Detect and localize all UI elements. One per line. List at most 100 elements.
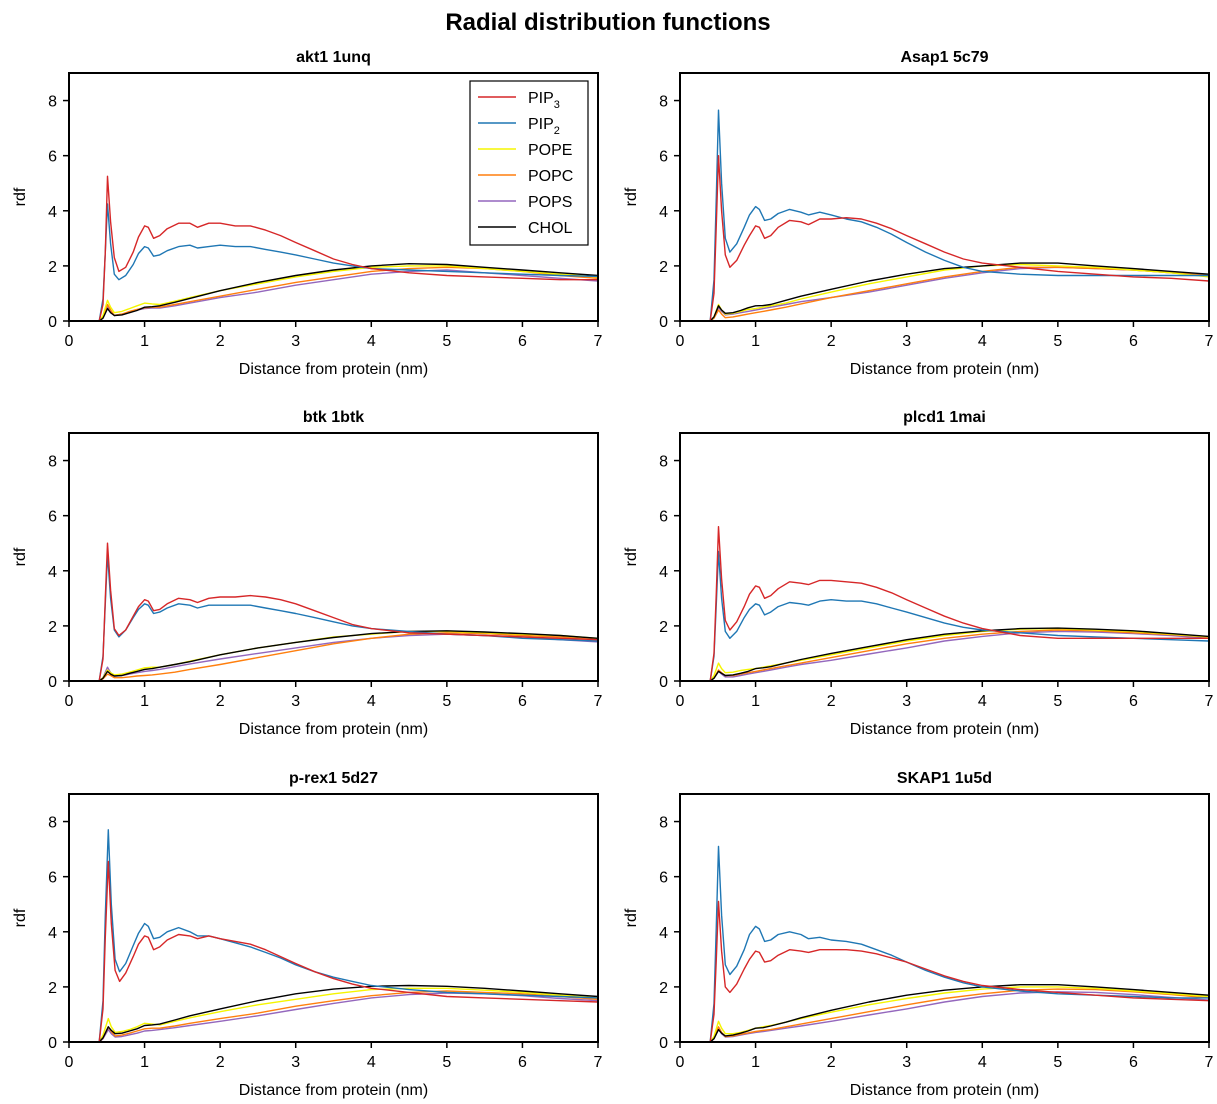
x-tick-label: 6 <box>518 693 527 710</box>
panel-title: akt1 1unq <box>296 49 371 66</box>
x-tick-label: 3 <box>291 333 300 350</box>
y-tick-label: 8 <box>659 454 668 471</box>
y-tick-label: 4 <box>659 925 668 942</box>
x-tick-label: 7 <box>594 333 603 350</box>
x-tick-label: 5 <box>1053 1054 1062 1071</box>
x-tick-label: 2 <box>827 693 836 710</box>
y-tick-label: 8 <box>659 94 668 111</box>
series-line-pip3 <box>98 860 598 1042</box>
x-tick-label: 0 <box>676 693 685 710</box>
x-tick-label: 4 <box>367 333 376 350</box>
panel-plcd1-1mai: plcd1 1mai 0 1 2 3 4 5 6 7 0 2 4 6 8 Distance from pro… <box>623 409 1214 738</box>
x-tick-label: 6 <box>1129 1054 1138 1071</box>
series-line-pip3 <box>98 542 598 681</box>
panels: akt1 1unq 0 1 2 3 4 5 6 7 0 2 4 6 8 Distance from prot… <box>12 49 1214 1099</box>
series-line-pip2 <box>98 553 598 681</box>
x-tick-label: 1 <box>140 333 149 350</box>
x-tick-label: 2 <box>216 333 225 350</box>
legend-label: PIP3 <box>528 90 560 111</box>
x-tick-label: 6 <box>518 1054 527 1071</box>
y-axis-label: rdf <box>12 908 29 927</box>
x-axis-label: Distance from protein (nm) <box>850 1082 1039 1099</box>
x-tick-label: 4 <box>367 1054 376 1071</box>
y-tick-label: 0 <box>659 674 668 691</box>
x-tick-label: 7 <box>594 1054 603 1071</box>
y-tick-label: 8 <box>48 815 57 832</box>
legend-label: POPS <box>528 194 572 211</box>
y-tick-label: 8 <box>48 454 57 471</box>
panel-skap1-1u5d: SKAP1 1u5d 0 1 2 3 4 5 6 7 0 2 4 6 8 Distance from pro… <box>623 770 1214 1099</box>
panel-btk-1btk: btk 1btk 0 1 2 3 4 5 6 7 0 2 4 6 8 Distance from prote… <box>12 409 603 738</box>
y-tick-label: 4 <box>659 204 668 221</box>
panel-title: SKAP1 1u5d <box>897 770 992 787</box>
x-tick-label: 1 <box>140 1054 149 1071</box>
y-tick-label: 4 <box>659 564 668 581</box>
panel-p-rex1-5d27: p-rex1 5d27 0 1 2 3 4 5 6 7 0 2 4 6 8 Distance from pr… <box>12 770 603 1099</box>
y-tick-label: 4 <box>48 564 57 581</box>
series-line-pip3 <box>709 155 1209 321</box>
series-line-chol <box>709 262 1209 321</box>
legend: PIP3 PIP2 POPE POPC POPS CHOL <box>469 80 589 246</box>
series-lines <box>709 109 1209 321</box>
series-line-pops <box>709 630 1209 681</box>
x-tick-label: 4 <box>978 1054 987 1071</box>
x-tick-label: 1 <box>751 333 760 350</box>
series-line-pip2 <box>98 829 598 1042</box>
series-line-chol <box>98 984 598 1042</box>
x-tick-label: 3 <box>902 1054 911 1071</box>
legend-item-pope: POPE <box>478 142 572 159</box>
series-lines <box>98 175 598 321</box>
x-tick-label: 0 <box>65 1054 74 1071</box>
legend-item-pip2: PIP2 <box>478 116 560 137</box>
x-tick-label: 7 <box>1205 693 1214 710</box>
series-line-pops <box>98 992 598 1042</box>
x-tick-label: 1 <box>751 693 760 710</box>
panel-akt1-1unq: akt1 1unq 0 1 2 3 4 5 6 7 0 2 4 6 8 Distance from prot… <box>12 49 603 378</box>
x-axis-label: Distance from protein (nm) <box>850 721 1039 738</box>
series-line-pip2 <box>709 845 1209 1042</box>
legend-box <box>469 80 589 246</box>
series-lines <box>709 526 1209 681</box>
axes-frame <box>679 793 1210 1043</box>
series-line-pops <box>709 991 1209 1042</box>
panel-title: p-rex1 5d27 <box>289 770 378 787</box>
panel-asap1-5c79: Asap1 5c79 0 1 2 3 4 5 6 7 0 2 4 6 8 Distance from pro… <box>623 49 1214 378</box>
series-line-chol <box>98 263 598 321</box>
series-line-popc <box>709 266 1209 321</box>
legend-label: CHOL <box>528 220 573 237</box>
axes-frame <box>679 432 1210 682</box>
series-line-chol <box>709 984 1209 1042</box>
figure-title: Radial distribution functions <box>445 9 770 36</box>
x-tick-label: 7 <box>594 693 603 710</box>
x-tick-label: 4 <box>978 693 987 710</box>
y-axis-label: rdf <box>623 547 640 566</box>
x-tick-label: 2 <box>216 1054 225 1071</box>
legend-item-pip3: PIP3 <box>478 90 560 111</box>
x-axis-label: Distance from protein (nm) <box>239 361 428 378</box>
x-tick-label: 5 <box>442 693 451 710</box>
axes-frame <box>68 793 599 1043</box>
y-tick-label: 2 <box>48 980 57 997</box>
x-axis-label: Distance from protein (nm) <box>850 361 1039 378</box>
x-tick-label: 6 <box>518 333 527 350</box>
y-tick-label: 6 <box>659 149 668 166</box>
x-tick-label: 4 <box>367 693 376 710</box>
y-tick-label: 2 <box>48 619 57 636</box>
axes-frame <box>68 72 599 322</box>
legend-label: POPC <box>528 168 573 185</box>
legend-item-pops: POPS <box>478 194 572 211</box>
y-tick-label: 0 <box>659 1035 668 1052</box>
series-lines <box>98 829 598 1042</box>
panel-title: plcd1 1mai <box>903 409 986 426</box>
x-tick-label: 7 <box>1205 333 1214 350</box>
x-tick-label: 0 <box>676 333 685 350</box>
x-axis-label: Distance from protein (nm) <box>239 721 428 738</box>
y-axis-label: rdf <box>623 908 640 927</box>
series-line-pip3 <box>709 900 1209 1042</box>
series-line-popc <box>98 632 598 681</box>
x-tick-label: 1 <box>140 693 149 710</box>
x-tick-label: 1 <box>751 1054 760 1071</box>
y-axis-label: rdf <box>623 187 640 206</box>
x-tick-label: 0 <box>676 1054 685 1071</box>
series-line-pope <box>709 263 1209 321</box>
